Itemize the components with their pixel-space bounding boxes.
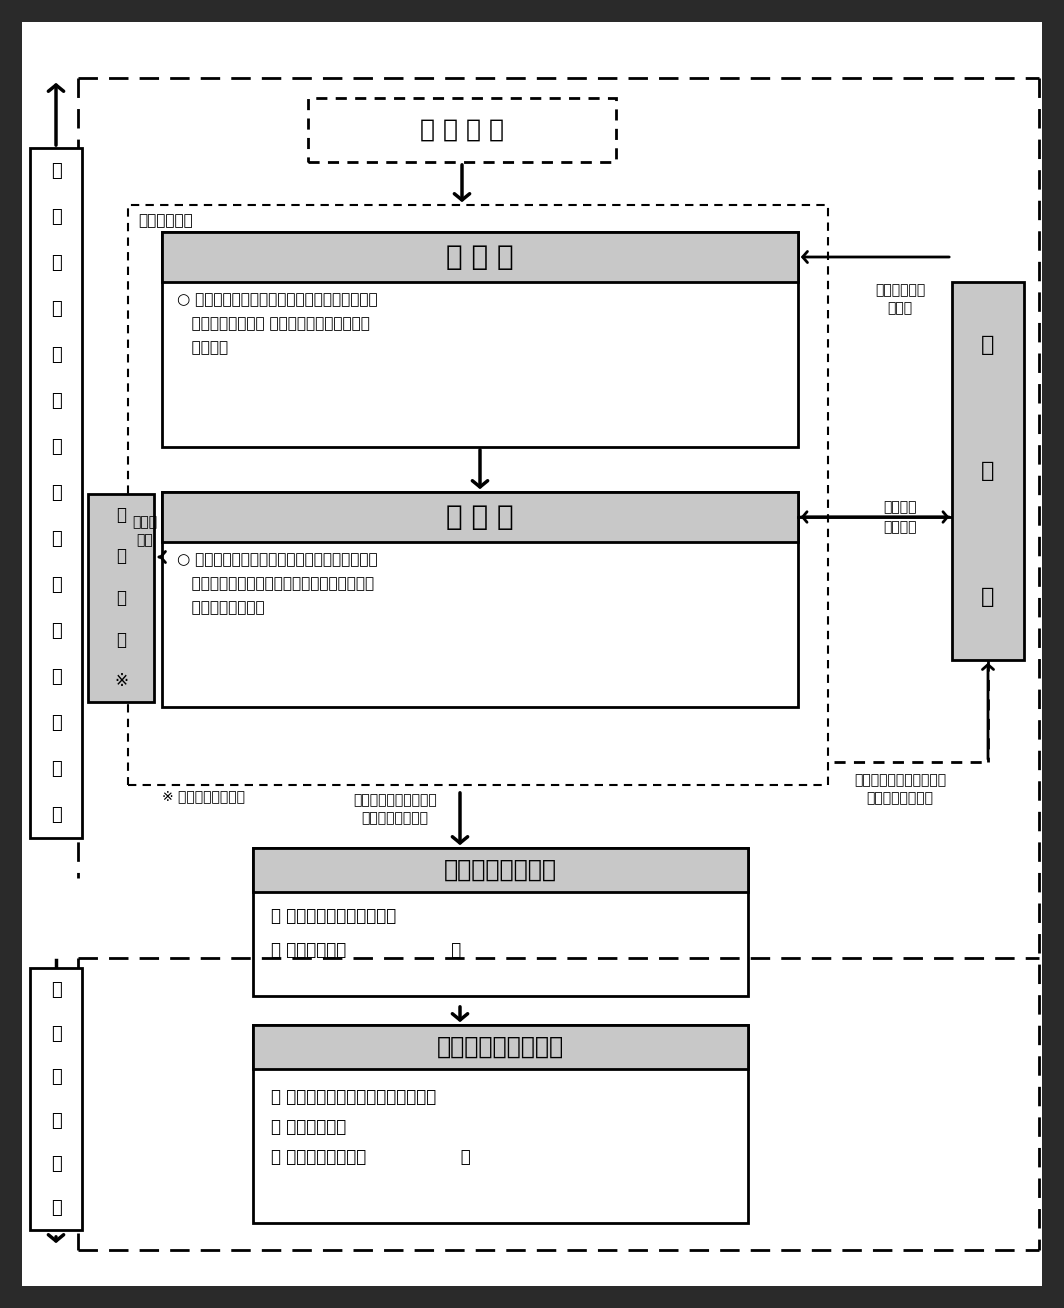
- Text: お: お: [51, 623, 62, 640]
- Bar: [253, 1025, 748, 1069]
- Text: ○ 提案された案について、基本方針・実施要綱: ○ 提案された案について、基本方針・実施要綱: [177, 293, 378, 307]
- Text: 会: 会: [116, 630, 126, 649]
- Bar: [162, 232, 798, 283]
- Text: ○ 提案された案について、検討会の報告をもと: ○ 提案された案について、検討会の報告をもと: [177, 552, 378, 568]
- Text: 続: 続: [51, 1199, 62, 1218]
- Text: 手: 手: [51, 1155, 62, 1173]
- Text: ※ 学識経験者で構成: ※ 学識経験者で構成: [162, 789, 245, 803]
- Bar: [30, 968, 82, 1230]
- Text: 事 前 協 議: 事 前 協 議: [420, 118, 504, 143]
- Text: く: く: [51, 392, 62, 409]
- Text: 検 討 会: 検 討 会: [446, 243, 514, 271]
- Text: 整を実施: 整を実施: [177, 340, 228, 356]
- Bar: [253, 848, 748, 995]
- Bar: [952, 283, 1024, 661]
- Text: と判断された場合: と判断された場合: [362, 811, 429, 825]
- Text: 聴取: 聴取: [136, 532, 153, 547]
- Text: ・ 都市計画公園: ・ 都市計画公園: [271, 1118, 346, 1137]
- Text: 手: 手: [51, 760, 62, 778]
- Bar: [88, 494, 154, 702]
- Text: と判断された場合: と判断された場合: [866, 791, 933, 804]
- Text: 市: 市: [51, 1024, 62, 1042]
- Bar: [162, 492, 798, 542]
- Text: に、上位計画等の変更及び都市計画決定・変: に、上位計画等の変更及び都市計画決定・変: [177, 577, 375, 591]
- Bar: [0, 0, 1064, 22]
- Text: づ: づ: [51, 347, 62, 364]
- Bar: [253, 848, 748, 892]
- Text: 審 査 会: 審 査 会: [446, 504, 514, 531]
- Bar: [162, 492, 798, 708]
- Bar: [30, 148, 82, 838]
- Text: 制: 制: [51, 484, 62, 502]
- Text: 提　案: 提 案: [887, 301, 913, 315]
- Text: ・ 再開発等促進区を定める地区計画: ・ 再開発等促進区を定める地区計画: [271, 1088, 436, 1107]
- Text: 質疑応答: 質疑応答: [883, 521, 917, 534]
- Text: に定める主旨及び 基準に基づき、検討・調: に定める主旨及び 基準に基づき、検討・調: [177, 317, 370, 331]
- Text: 門: 門: [116, 548, 126, 565]
- Bar: [0, 1286, 1064, 1308]
- Text: 事: 事: [981, 335, 995, 354]
- Bar: [128, 205, 828, 785]
- Text: 部: 部: [116, 589, 126, 607]
- Text: 度: 度: [51, 530, 62, 548]
- Text: に: に: [51, 576, 62, 594]
- Text: 更の必要性を判断: 更の必要性を判断: [177, 600, 265, 616]
- Text: り: り: [51, 438, 62, 456]
- Text: 都: 都: [51, 981, 62, 999]
- Text: 専: 専: [116, 506, 126, 523]
- Text: 要件・基準に適合する: 要件・基準に適合する: [353, 793, 437, 807]
- Text: ※: ※: [114, 672, 128, 691]
- Text: 計: 計: [51, 1069, 62, 1086]
- Text: 続: 続: [51, 806, 62, 824]
- Text: け: け: [51, 668, 62, 685]
- Text: ・ 都市計画マスタープラン: ・ 都市計画マスタープラン: [271, 906, 396, 925]
- Text: る: る: [51, 714, 62, 732]
- Text: 要件・基準に適合しない: 要件・基準に適合しない: [854, 773, 946, 787]
- Bar: [307, 98, 616, 162]
- Text: ま: ま: [51, 254, 62, 272]
- Text: 基本計画等の変更: 基本計画等の変更: [444, 858, 556, 882]
- Text: 者: 者: [981, 587, 995, 607]
- Text: 意見の: 意見の: [132, 515, 157, 528]
- Text: ち: ち: [51, 300, 62, 318]
- Text: 公: 公: [51, 162, 62, 181]
- Text: 要綱に基づく: 要綱に基づく: [875, 283, 925, 297]
- Text: ・ 市街地再開発事業                  等: ・ 市街地再開発事業 等: [271, 1148, 470, 1165]
- Bar: [253, 1025, 748, 1223]
- Text: 画: 画: [51, 1112, 62, 1130]
- Bar: [162, 232, 798, 447]
- Text: 都市計画決定・変更: 都市計画決定・変更: [436, 1035, 564, 1059]
- Text: 説明及び: 説明及び: [883, 500, 917, 514]
- Text: 園: 園: [51, 208, 62, 226]
- Text: 〈審査体制〉: 〈審査体制〉: [138, 213, 193, 229]
- Text: 業: 業: [981, 460, 995, 481]
- Text: ・ 緑の基本計画                    等: ・ 緑の基本計画 等: [271, 940, 462, 959]
